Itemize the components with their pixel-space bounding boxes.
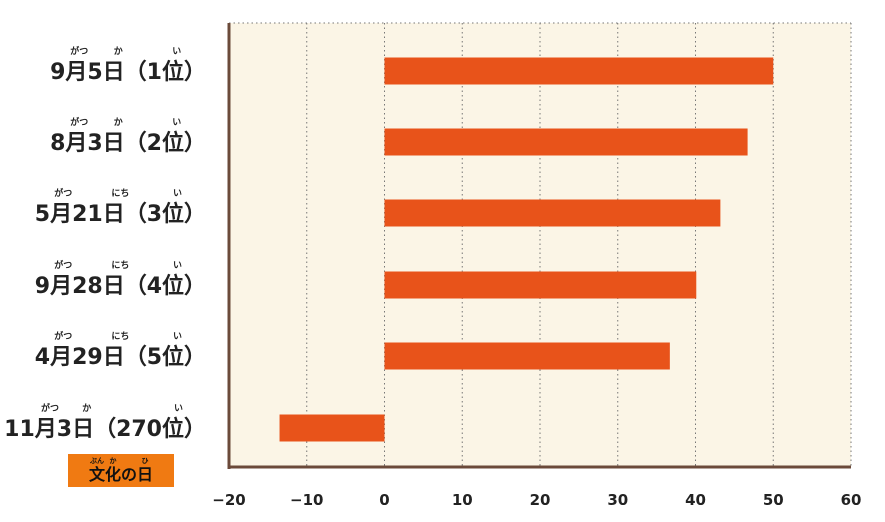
category-ruby: い [173, 332, 182, 342]
x-tick-label: −20 [212, 491, 245, 509]
bar [384, 128, 748, 156]
category-label: 4月29日（5位） [35, 344, 206, 370]
x-tick-label: 30 [607, 491, 628, 509]
category-labels: 9月5日（1位）がつかい8月3日（2位）がつかい5月21日（3位）がつ にち い9月… [4, 45, 206, 442]
category-ruby: か [114, 117, 123, 128]
annotation-ruby: ぶん [89, 457, 104, 465]
category-ruby: い [173, 261, 182, 271]
x-tick-label: 60 [841, 491, 862, 509]
bar [384, 271, 697, 299]
annotation-ruby: か [109, 457, 116, 465]
category-ruby: がつ [54, 330, 72, 342]
x-tick-labels: −20 −10 0 10 20 30 40 50 60 [212, 491, 861, 509]
category-ruby: がつ [70, 45, 88, 57]
axes [227, 23, 851, 469]
category-ruby: にち [111, 331, 129, 342]
bars [279, 57, 774, 442]
category-label: 9月28日（4位） [35, 273, 206, 299]
x-tick-label: 20 [530, 491, 551, 509]
category-label: 8月3日（2位） [50, 130, 206, 156]
x-tick-label: 0 [379, 491, 389, 509]
category-ruby: がつ [54, 187, 72, 199]
category-label: 5月21日（3位） [35, 201, 206, 227]
x-tick-label: −10 [290, 491, 323, 509]
category-ruby: がつ [70, 116, 88, 128]
category-label: 11月3日（270位） [4, 416, 206, 442]
category-ruby: い [172, 118, 181, 128]
category-ruby: い [173, 189, 182, 199]
category-ruby: か [82, 403, 91, 414]
bar [279, 414, 385, 442]
x-tick-label: 50 [763, 491, 784, 509]
category-ruby: がつ [41, 402, 59, 414]
category-ruby: がつ [54, 259, 72, 271]
gridlines [229, 22, 852, 467]
annotation-badge: 文化の日ぶんか ひ [68, 454, 174, 487]
category-ruby: い [172, 47, 181, 57]
annotation-label: 文化の日 [89, 465, 153, 484]
bar [384, 342, 670, 370]
annotation-badge-bg [68, 454, 174, 487]
category-ruby: にち [111, 260, 129, 271]
bar [384, 57, 774, 85]
category-ruby: い [174, 404, 183, 414]
category-ruby: にち [111, 188, 129, 199]
category-ruby: か [114, 46, 123, 57]
x-tick-label: 40 [685, 491, 706, 509]
x-tick-label: 10 [452, 491, 473, 509]
category-label: 9月5日（1位） [50, 59, 206, 85]
bar [384, 199, 721, 227]
annotation-ruby: ひ [142, 457, 149, 465]
